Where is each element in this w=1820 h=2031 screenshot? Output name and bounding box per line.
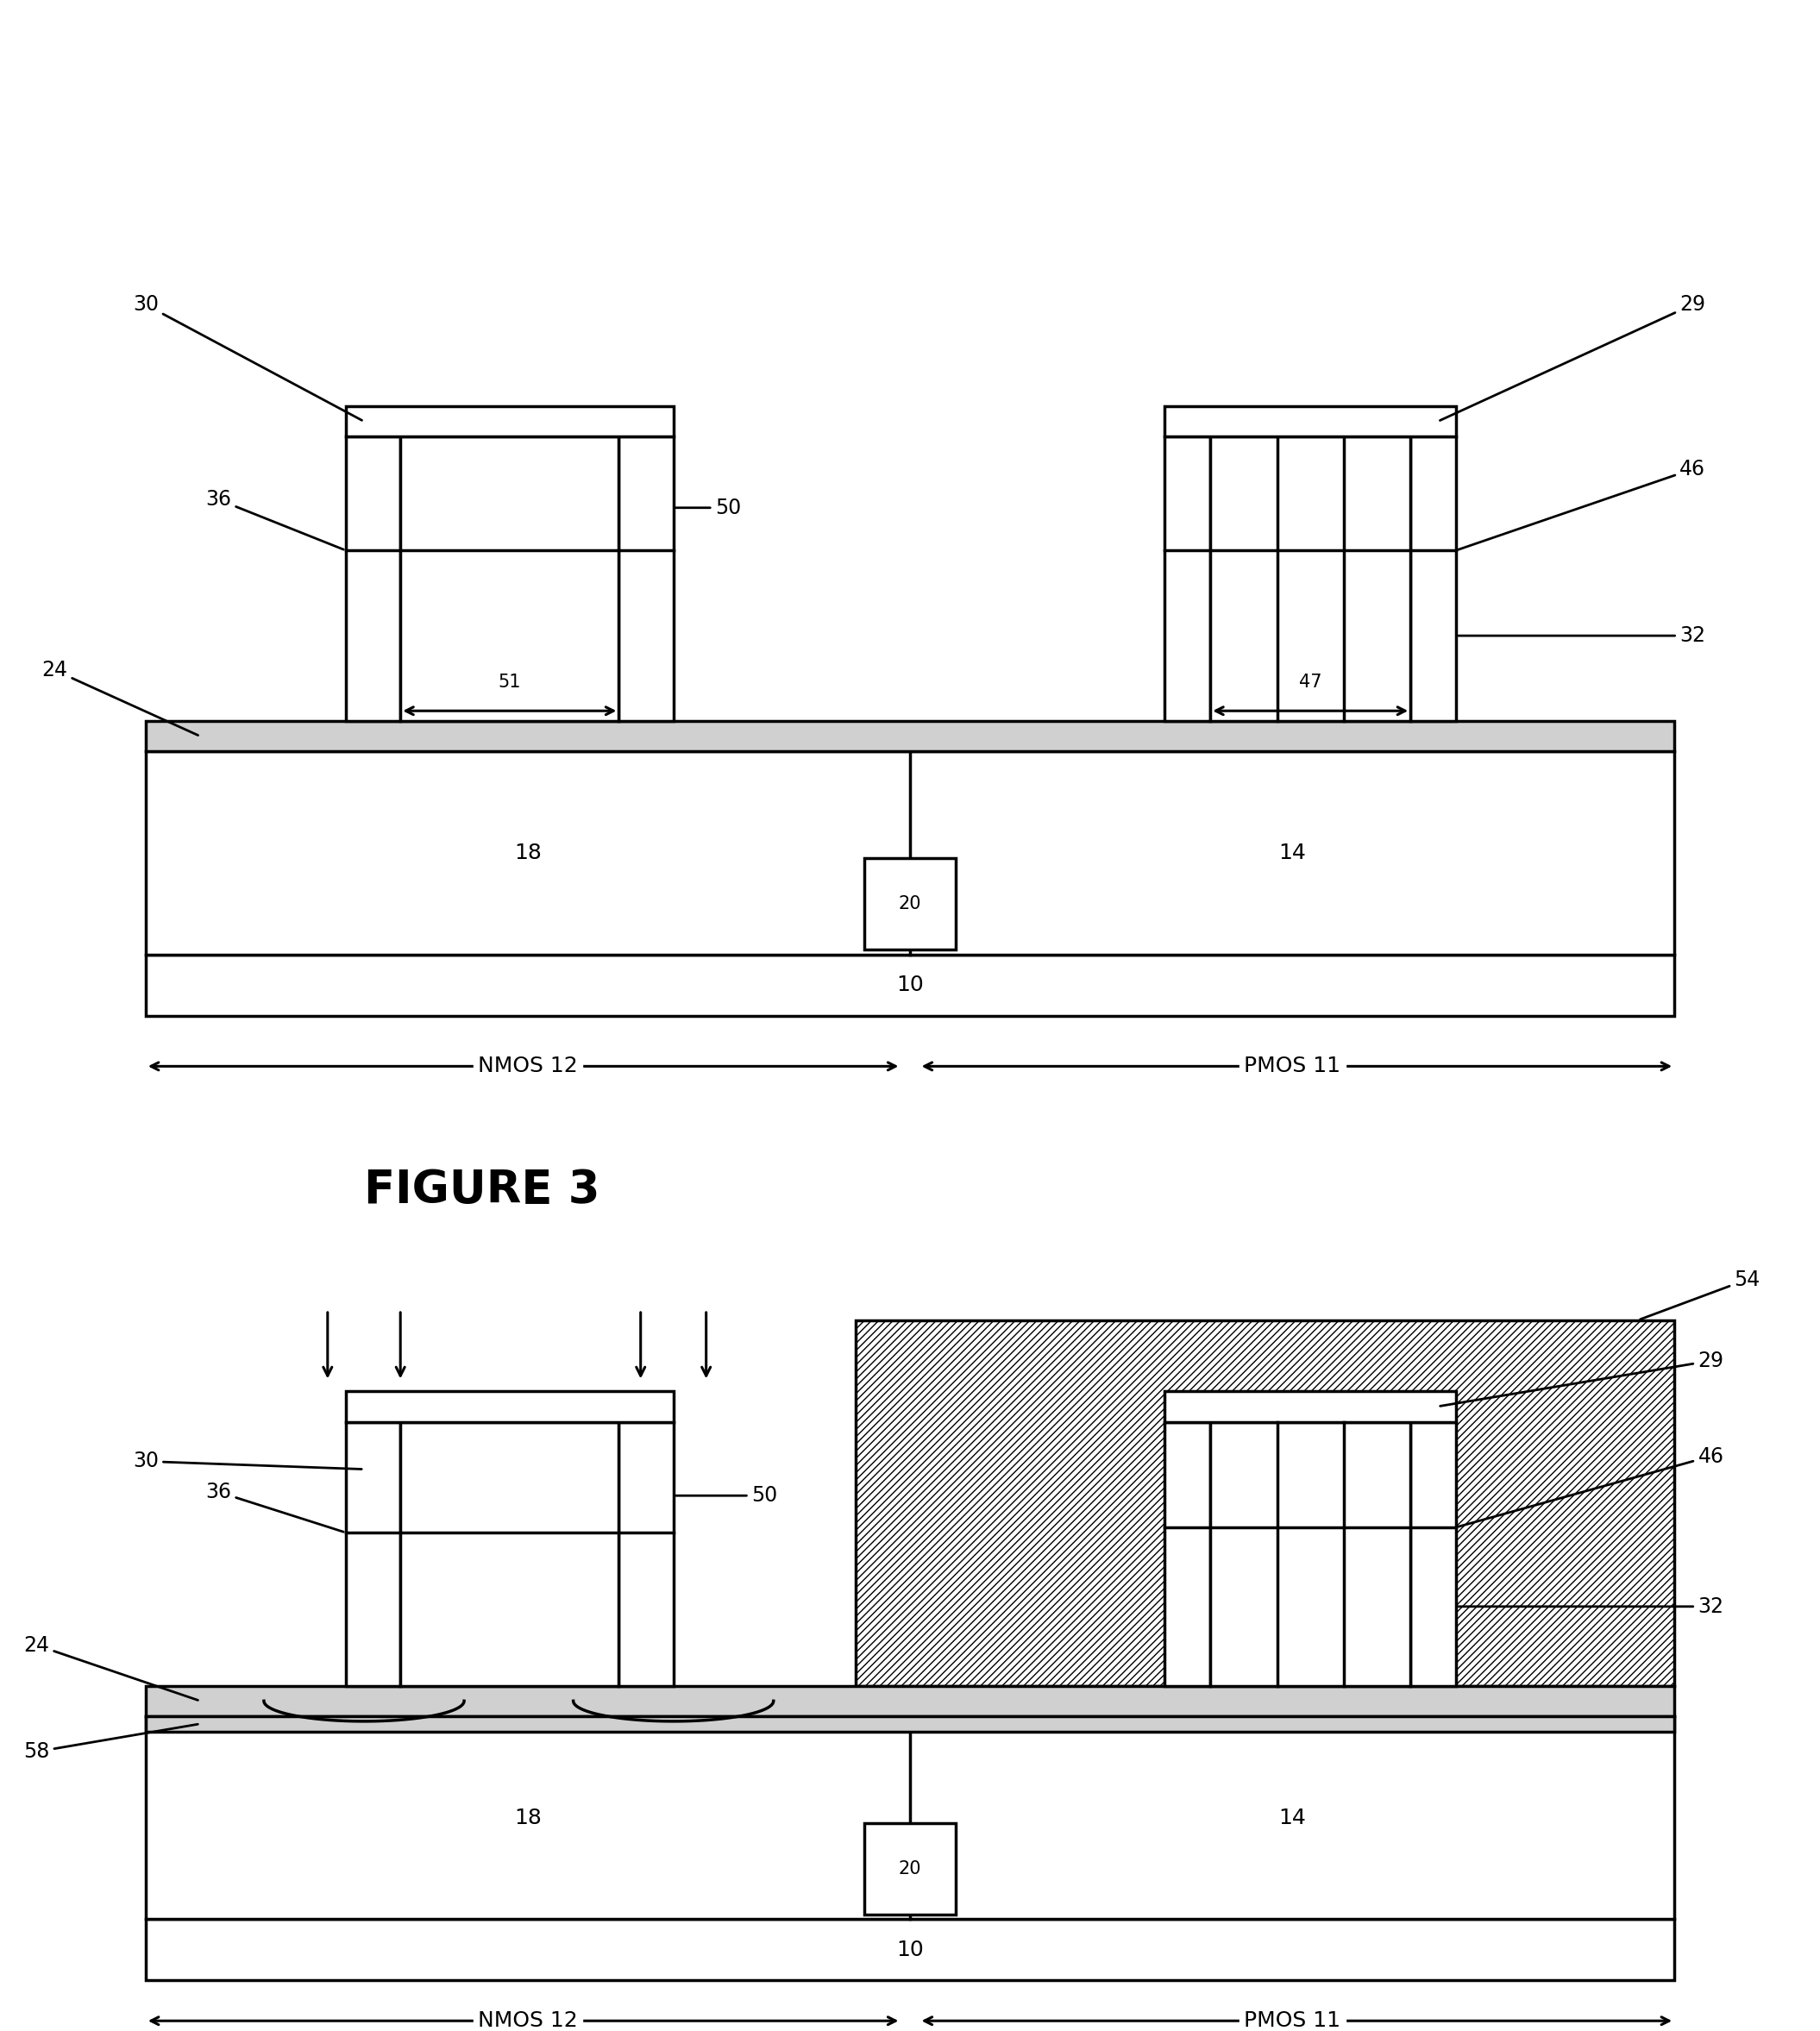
Text: 24: 24: [42, 660, 198, 735]
Bar: [1410, 437, 1456, 721]
Bar: [146, 751, 1674, 955]
Text: 29: 29: [1440, 294, 1705, 420]
Text: 50: 50: [675, 1485, 777, 1505]
Bar: [855, 1320, 1674, 1686]
Bar: [346, 1422, 400, 1686]
Bar: [1165, 1422, 1210, 1686]
Text: 54: 54: [1640, 1269, 1760, 1320]
Bar: [619, 1422, 673, 1686]
Bar: [400, 1422, 619, 1686]
Text: 32: 32: [1458, 1596, 1724, 1617]
Text: 14: 14: [1278, 1808, 1307, 1828]
Bar: [346, 437, 400, 721]
Bar: [1410, 1422, 1456, 1686]
Bar: [346, 1391, 673, 1422]
Text: 18: 18: [513, 843, 542, 863]
Text: 58: 58: [24, 1724, 198, 1763]
Text: NMOS 12: NMOS 12: [479, 2011, 577, 2031]
Text: 24: 24: [24, 1635, 198, 1700]
Bar: [146, 1716, 1674, 1730]
Text: 14: 14: [1278, 843, 1307, 863]
Bar: [146, 955, 1674, 1016]
Bar: [346, 406, 673, 437]
Text: FIGURE 3: FIGURE 3: [364, 1168, 601, 1213]
Text: 47: 47: [1299, 674, 1321, 691]
Text: 46: 46: [1458, 1446, 1724, 1527]
Text: 36: 36: [206, 1483, 344, 1531]
Text: PMOS 11: PMOS 11: [1243, 2011, 1341, 2031]
Text: 32: 32: [1458, 626, 1705, 646]
Text: 29: 29: [1440, 1351, 1724, 1405]
Text: 36: 36: [206, 489, 344, 550]
Bar: [1165, 406, 1456, 437]
Text: 18: 18: [513, 1808, 542, 1828]
Bar: [1165, 437, 1210, 721]
Bar: [146, 1686, 1674, 1716]
Text: NMOS 12: NMOS 12: [479, 1056, 577, 1076]
Bar: [864, 1824, 956, 1913]
Text: 20: 20: [899, 1860, 921, 1877]
Bar: [146, 1716, 1674, 1919]
Bar: [864, 857, 956, 948]
Text: PMOS 11: PMOS 11: [1243, 1056, 1341, 1076]
Text: 50: 50: [675, 498, 741, 518]
Text: 30: 30: [133, 294, 362, 420]
Text: 46: 46: [1458, 459, 1705, 550]
Bar: [619, 437, 673, 721]
Bar: [146, 721, 1674, 751]
Text: 20: 20: [899, 896, 921, 912]
Text: 10: 10: [895, 975, 925, 995]
Bar: [1210, 437, 1410, 721]
Text: 30: 30: [133, 1450, 362, 1472]
Bar: [400, 437, 619, 721]
Text: 51: 51: [499, 674, 521, 691]
Bar: [146, 1919, 1674, 1980]
Bar: [1210, 1422, 1410, 1686]
Bar: [1165, 1391, 1456, 1422]
Text: 10: 10: [895, 1940, 925, 1960]
